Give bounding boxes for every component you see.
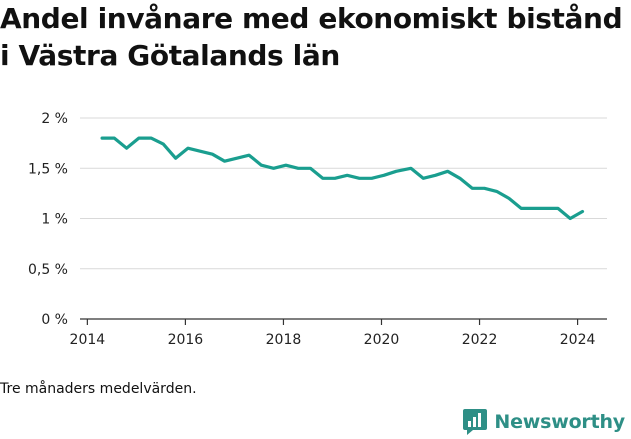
chart-caption: Tre månaders medelvärden. (0, 381, 197, 397)
newsworthy-logo-icon (463, 409, 488, 435)
brand-name: Newsworthy (494, 411, 625, 433)
y-tick-label: 1 % (41, 212, 68, 228)
chart-title: Andel invånare med ekonomiskt bistånd i … (0, 2, 623, 72)
y-tick-label: 1,5 % (28, 161, 68, 177)
x-tick-label: 2016 (168, 332, 204, 348)
x-tick-label: 2024 (560, 332, 596, 348)
brand-logo[interactable]: Newsworthy (462, 408, 625, 436)
y-tick-label: 0,5 % (28, 262, 68, 278)
x-tick-label: 2018 (266, 332, 302, 348)
series-line (100, 136, 585, 221)
x-tick-label: 2014 (70, 332, 106, 348)
x-tick-label: 2022 (462, 332, 498, 348)
y-tick-label: 2 % (41, 111, 68, 127)
x-tick-label: 2020 (364, 332, 400, 348)
tick-labels: 0 % 0,5 % 1 % 1,5 % 2 % 2014 2016 2018 2020 2022 2… (28, 111, 596, 348)
axes (80, 318, 607, 325)
grid-lines (80, 117, 607, 270)
y-tick-label: 0 % (41, 312, 68, 328)
series-lines (100, 136, 585, 221)
